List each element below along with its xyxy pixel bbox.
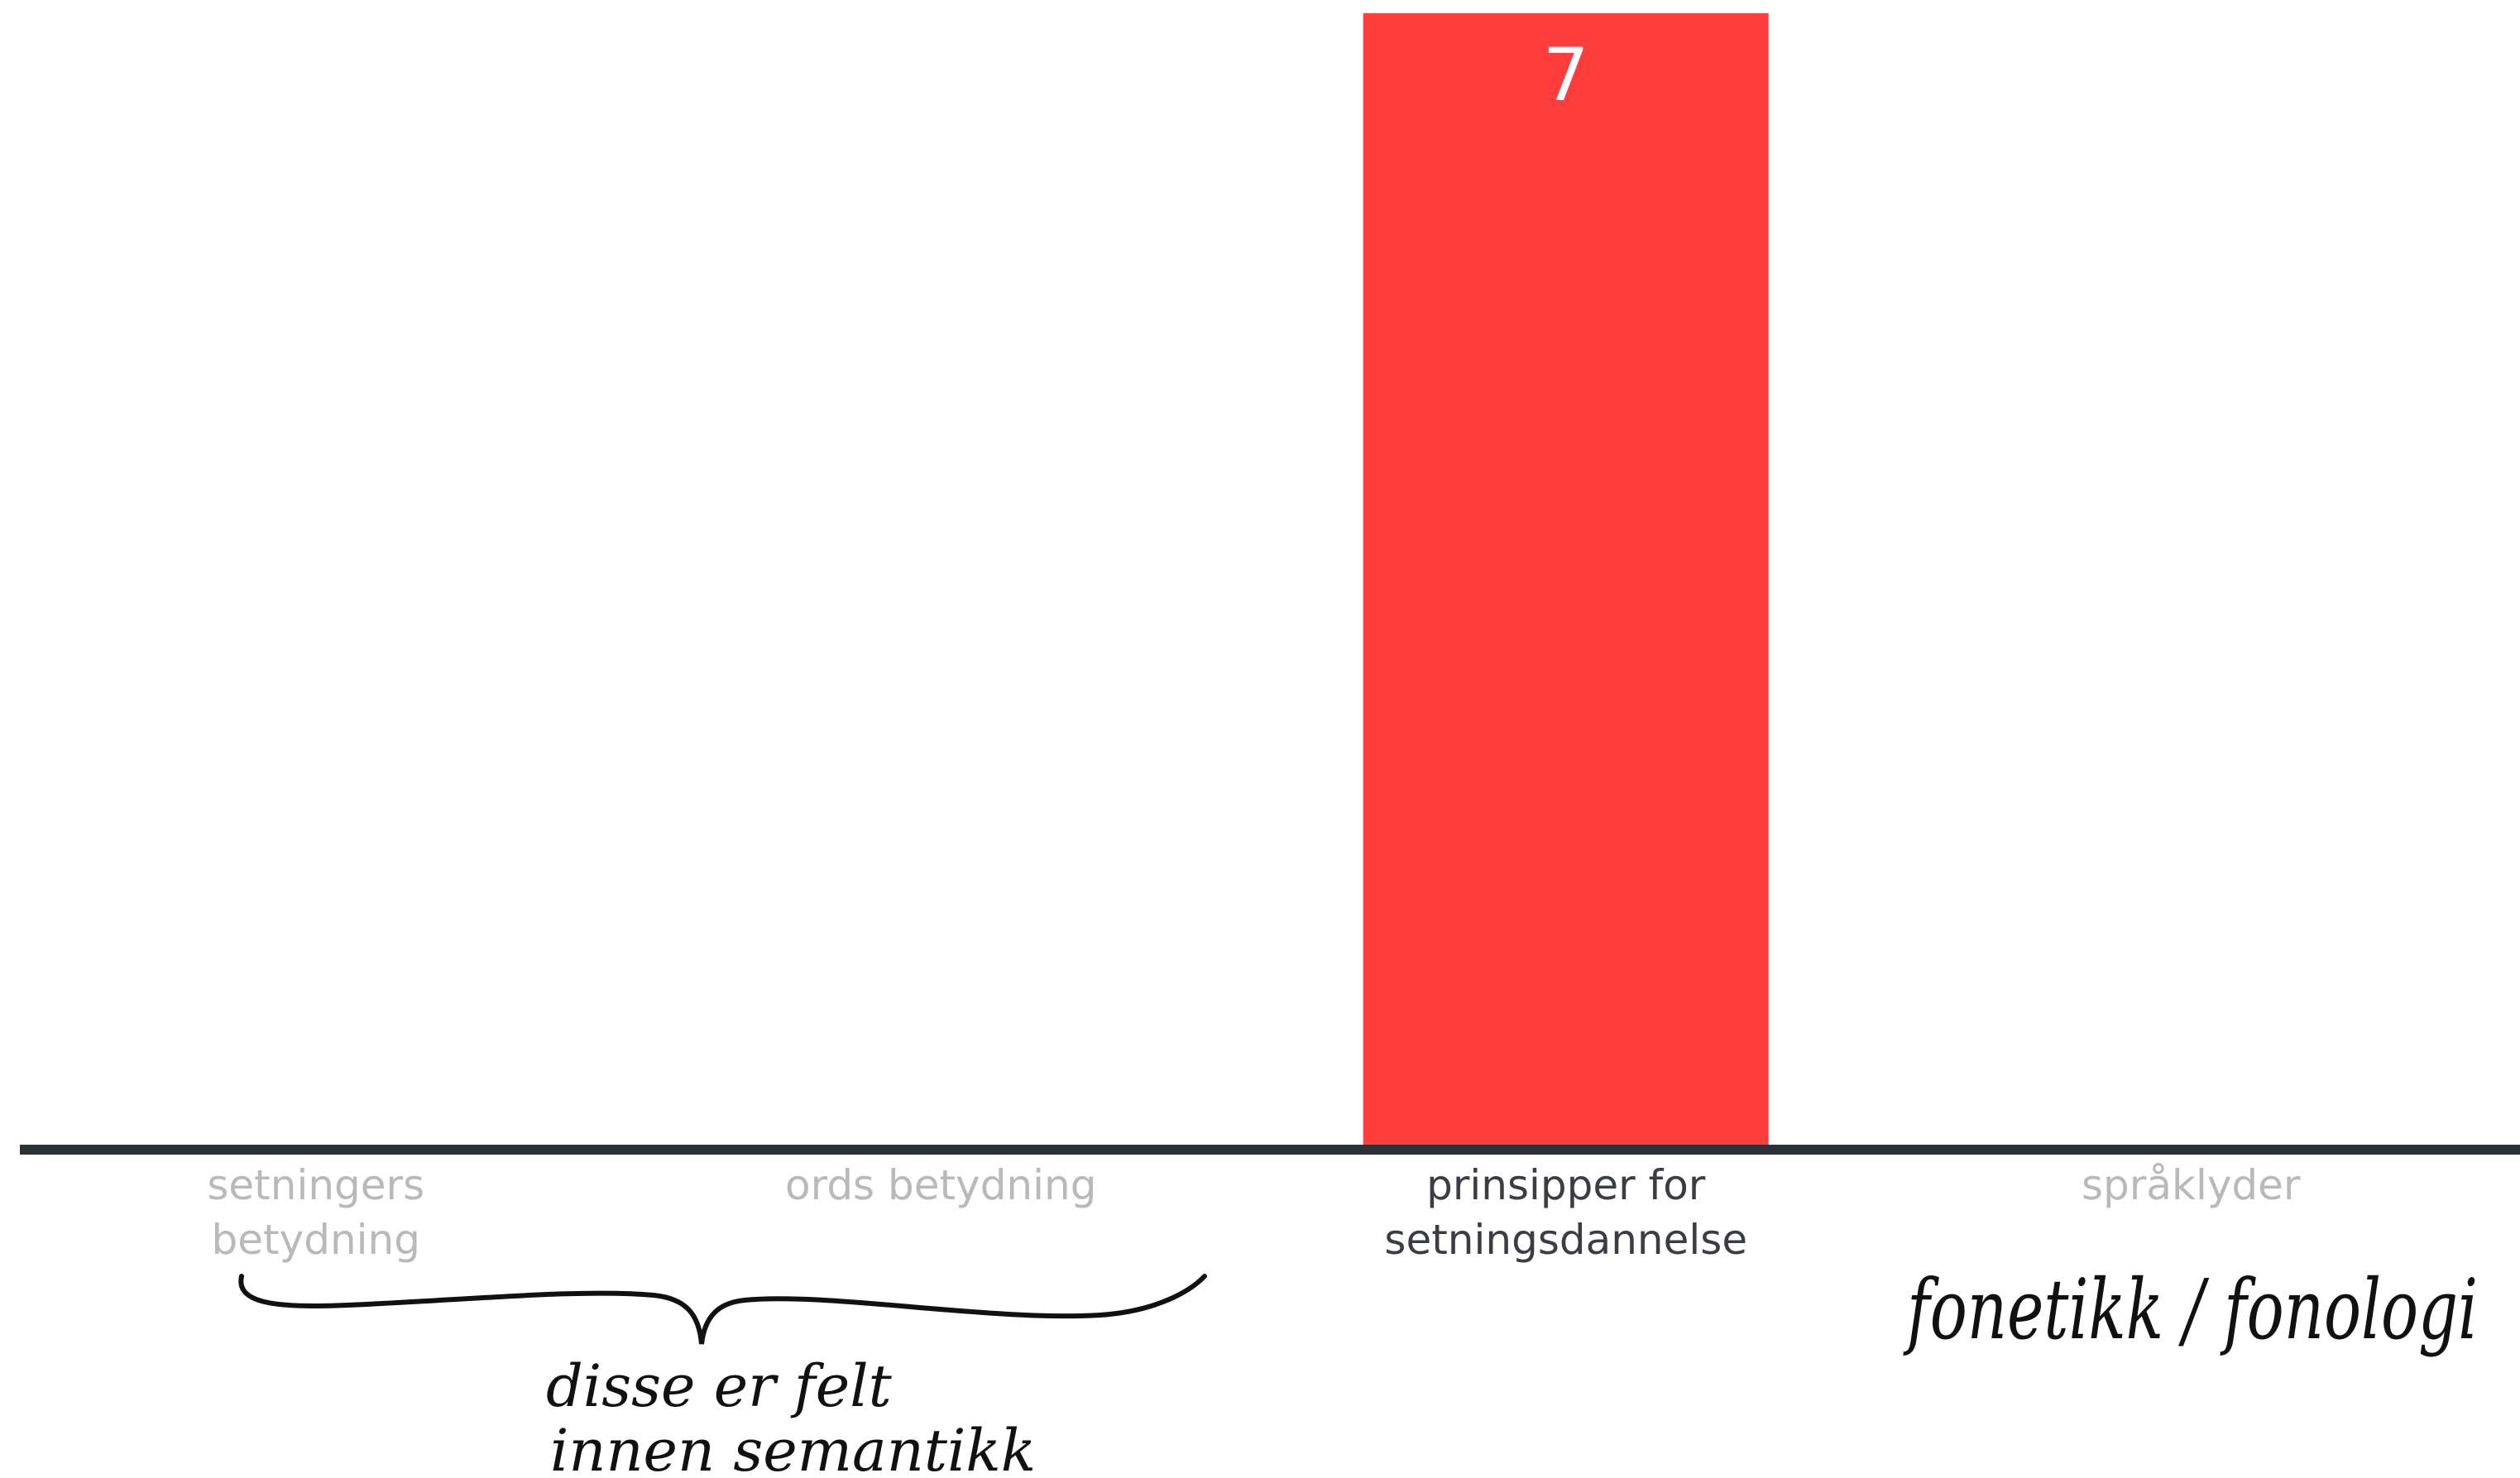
category-labels-layer: setningers betydning ords betydning prinsip…: [207, 1161, 2301, 1264]
semantics-note-line-2: innen semantikk: [550, 1417, 1036, 1478]
category-label-2-line-0: prinsipper for: [1426, 1161, 1706, 1209]
semantics-note-line-1: disse er felt: [546, 1352, 893, 1420]
bar-value-label-2: 7: [1543, 32, 1589, 117]
category-label-1-line-0: ords betydning: [785, 1161, 1096, 1209]
category-label-2-line-1: setningsdannelse: [1384, 1216, 1747, 1264]
bars-layer: [1363, 13, 1769, 1145]
category-label-0-line-1: betydning: [212, 1216, 420, 1264]
semantics-annotation: disse er felt innen semantikk: [238, 1274, 1207, 1478]
category-label-3-line-0: språklyder: [2082, 1161, 2301, 1209]
value-labels-layer: 7: [1543, 32, 1589, 117]
phonetics-note: fonetikk / fonologi: [1903, 1261, 2478, 1358]
curly-brace: [238, 1274, 1207, 1345]
category-label-0-line-0: setningers: [207, 1161, 424, 1209]
bar-2: [1363, 13, 1769, 1145]
